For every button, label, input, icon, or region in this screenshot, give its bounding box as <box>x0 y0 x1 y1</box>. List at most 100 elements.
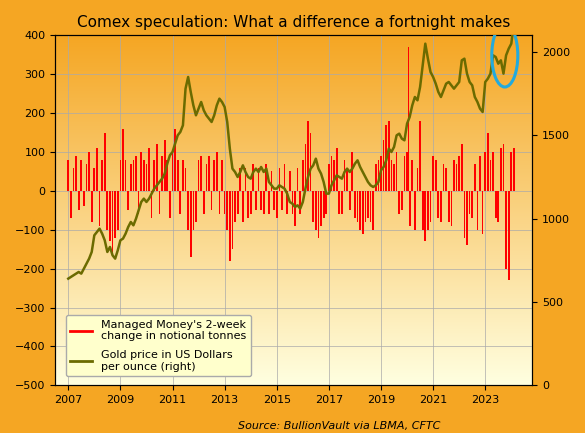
Bar <box>300 191 301 214</box>
Bar <box>409 191 411 226</box>
Bar <box>156 144 158 191</box>
Bar <box>339 191 340 214</box>
Bar <box>474 164 476 191</box>
Bar <box>406 152 408 191</box>
Bar <box>318 191 319 238</box>
Bar <box>354 191 356 218</box>
Bar <box>383 140 384 191</box>
Bar <box>370 191 371 222</box>
Bar <box>408 47 409 191</box>
Bar <box>200 156 202 191</box>
Bar <box>487 132 488 191</box>
Bar <box>503 144 504 191</box>
Bar <box>167 160 168 191</box>
Bar <box>352 152 353 191</box>
Bar <box>333 160 335 191</box>
Bar <box>302 160 304 191</box>
Bar <box>219 191 221 214</box>
Bar <box>85 164 87 191</box>
Bar <box>432 156 434 191</box>
Bar <box>94 168 95 191</box>
Bar <box>323 191 325 218</box>
Bar <box>466 191 468 246</box>
Bar <box>83 191 85 207</box>
Bar <box>133 160 134 191</box>
Bar <box>294 191 296 226</box>
Bar <box>495 191 497 218</box>
Bar <box>284 164 285 191</box>
Bar <box>266 164 267 191</box>
Bar <box>396 152 397 191</box>
Bar <box>80 160 82 191</box>
Bar <box>307 121 309 191</box>
Bar <box>328 164 330 191</box>
Bar <box>291 191 293 214</box>
Bar <box>477 191 479 230</box>
Bar <box>247 191 249 218</box>
Bar <box>359 191 361 230</box>
Bar <box>422 191 424 230</box>
Bar <box>380 156 382 191</box>
Bar <box>260 191 262 210</box>
Bar <box>112 191 113 253</box>
Bar <box>271 171 273 191</box>
Bar <box>450 191 452 226</box>
Bar <box>325 191 327 214</box>
Bar <box>393 164 395 191</box>
Bar <box>237 191 239 214</box>
Bar <box>208 156 210 191</box>
Bar <box>343 160 345 191</box>
Bar <box>425 191 426 242</box>
Title: Comex speculation: What a difference a fortnight makes: Comex speculation: What a difference a f… <box>77 15 510 30</box>
Bar <box>182 160 184 191</box>
Bar <box>341 191 343 214</box>
Bar <box>315 191 316 230</box>
Bar <box>101 160 103 191</box>
Bar <box>297 168 298 191</box>
Bar <box>273 191 275 210</box>
Bar <box>109 191 111 242</box>
Bar <box>404 156 405 191</box>
Bar <box>435 160 436 191</box>
Bar <box>349 191 350 210</box>
Bar <box>214 160 215 191</box>
Bar <box>190 191 192 257</box>
Bar <box>117 191 119 230</box>
Bar <box>224 191 225 214</box>
Bar <box>245 168 246 191</box>
Bar <box>153 160 155 191</box>
Bar <box>448 191 450 222</box>
Bar <box>268 191 270 214</box>
Bar <box>171 152 173 191</box>
Bar <box>362 191 364 234</box>
Bar <box>472 191 473 218</box>
Bar <box>419 121 421 191</box>
Bar <box>386 125 387 191</box>
Bar <box>320 191 322 226</box>
Bar <box>500 148 502 191</box>
Bar <box>138 191 139 214</box>
Bar <box>253 164 254 191</box>
Bar <box>469 191 470 214</box>
Bar <box>151 191 153 218</box>
Bar <box>88 152 90 191</box>
Bar <box>106 191 108 230</box>
Bar <box>234 191 236 222</box>
Bar <box>411 160 413 191</box>
Bar <box>96 148 98 191</box>
Bar <box>70 191 72 218</box>
Bar <box>216 152 218 191</box>
Bar <box>497 191 499 222</box>
Bar <box>367 191 369 218</box>
Bar <box>482 191 483 234</box>
Bar <box>346 168 348 191</box>
Bar <box>375 164 377 191</box>
Bar <box>205 164 207 191</box>
Bar <box>286 191 288 214</box>
Bar <box>125 160 126 191</box>
Bar <box>91 191 92 222</box>
Bar <box>357 191 359 222</box>
Bar <box>192 191 194 230</box>
Bar <box>255 191 257 210</box>
Bar <box>364 191 366 222</box>
